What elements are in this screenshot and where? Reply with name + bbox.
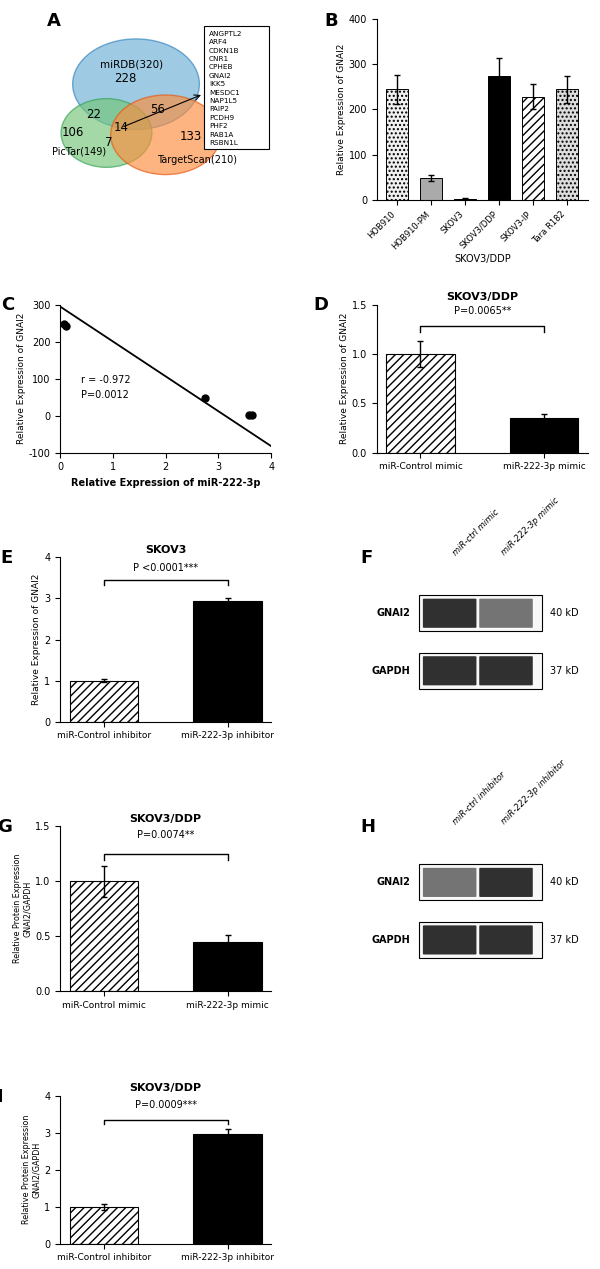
Text: GAPDH: GAPDH [372,666,410,676]
Text: ARF4: ARF4 [209,39,227,46]
Text: E: E [1,549,13,567]
Y-axis label: Relative Expression of GNAI2: Relative Expression of GNAI2 [340,313,349,444]
Text: P=0.0009***: P=0.0009*** [134,1100,197,1109]
Bar [421,178,442,201]
Text: PicTar(149): PicTar(149) [52,146,106,156]
Text: 37 kD: 37 kD [550,935,579,945]
FancyBboxPatch shape [423,656,476,685]
Text: IKK5: IKK5 [209,81,225,88]
X-axis label: SKOV3/DDP: SKOV3/DDP [454,254,511,264]
Text: GAPDH: GAPDH [372,935,410,945]
Text: PCDH9: PCDH9 [209,114,234,121]
FancyBboxPatch shape [479,656,533,685]
Text: RAB1A: RAB1A [209,132,233,137]
Bar [556,89,578,201]
Bar [523,96,544,201]
Point [247,405,256,425]
Y-axis label: Relative Expression of GNAI2: Relative Expression of GNAI2 [337,43,346,175]
FancyBboxPatch shape [479,925,533,954]
Text: GNAI2: GNAI2 [377,608,410,618]
Text: miR-ctrl mimic: miR-ctrl mimic [451,508,500,557]
Text: C: C [1,296,14,313]
Text: ANGPTL2: ANGPTL2 [209,30,242,37]
Text: 22: 22 [86,108,101,122]
Y-axis label: Relative Protein Expression
GNAI2/GAPDH: Relative Protein Expression GNAI2/GAPDH [13,854,32,963]
Bar [193,942,262,991]
Bar [193,1134,262,1244]
Bar [419,595,542,631]
Bar [193,602,262,722]
Text: miRDB(320): miRDB(320) [100,60,163,70]
Text: PAIP2: PAIP2 [209,107,229,113]
Y-axis label: Relative Expression of GNAI2: Relative Expression of GNAI2 [17,313,26,444]
FancyBboxPatch shape [423,925,476,954]
Bar [419,864,542,901]
Bar [70,1207,138,1244]
Text: G: G [0,819,11,836]
Text: I: I [0,1089,3,1107]
Ellipse shape [110,95,221,175]
Bar [70,680,138,722]
Text: P <0.0001***: P <0.0001*** [133,563,198,574]
Title: SKOV3: SKOV3 [145,546,186,555]
Bar [70,881,138,991]
Text: PHF2: PHF2 [209,123,227,129]
Text: A: A [47,11,61,29]
Y-axis label: Relative Expression of GNAI2: Relative Expression of GNAI2 [32,574,41,706]
FancyBboxPatch shape [479,868,533,897]
Text: miR-ctrl inhibitor: miR-ctrl inhibitor [451,770,507,826]
Ellipse shape [61,99,152,168]
FancyBboxPatch shape [423,868,476,897]
Text: 7: 7 [105,136,112,148]
Y-axis label: Relative Protein Expression
GNAI2/GAPDH: Relative Protein Expression GNAI2/GAPDH [22,1115,41,1225]
Bar [419,921,542,958]
Text: CDKN1B: CDKN1B [209,47,239,53]
Text: D: D [313,296,328,313]
Title: SKOV3/DDP: SKOV3/DDP [446,292,518,302]
Text: 40 kD: 40 kD [550,608,578,618]
Text: 40 kD: 40 kD [550,877,578,887]
Title: SKOV3/DDP: SKOV3/DDP [130,815,202,825]
Text: CNR1: CNR1 [209,56,229,62]
Text: B: B [324,11,338,29]
Text: miR-222-3p mimic: miR-222-3p mimic [499,496,560,557]
Point [62,316,71,336]
Text: CPHEB: CPHEB [209,65,233,70]
Text: GNAI2: GNAI2 [209,72,232,79]
Bar [488,76,511,201]
Ellipse shape [73,39,199,129]
Text: 56: 56 [150,103,164,115]
Bar [454,198,476,201]
Bar [386,354,455,453]
FancyBboxPatch shape [423,599,476,628]
Text: GNAI2: GNAI2 [377,877,410,887]
Text: P=0.0074**: P=0.0074** [137,830,194,840]
Title: SKOV3/DDP: SKOV3/DDP [130,1084,202,1094]
Point [59,313,69,334]
Bar [419,652,542,689]
FancyBboxPatch shape [479,599,533,628]
Text: P=0.0012: P=0.0012 [81,390,129,400]
Bar [203,27,269,150]
Text: F: F [360,549,372,567]
Text: 14: 14 [114,121,129,135]
Text: P=0.0065**: P=0.0065** [454,307,511,316]
Text: NAP1L5: NAP1L5 [209,98,237,104]
X-axis label: Relative Expression of miR-222-3p: Relative Expression of miR-222-3p [71,478,260,487]
Text: RSBN1L: RSBN1L [209,140,238,146]
Text: 106: 106 [61,127,84,140]
Text: 133: 133 [180,131,202,143]
Text: 37 kD: 37 kD [550,666,579,676]
Point [200,388,210,409]
Text: TargetScan(210): TargetScan(210) [157,155,237,165]
Point [244,405,254,425]
Text: MESDC1: MESDC1 [209,90,239,95]
Text: miR-222-3p inhibitor: miR-222-3p inhibitor [499,759,567,826]
Bar [510,418,578,453]
Text: r = -0.972: r = -0.972 [81,376,131,385]
Text: 228: 228 [114,72,137,85]
Text: H: H [360,819,375,836]
Bar [386,89,409,201]
